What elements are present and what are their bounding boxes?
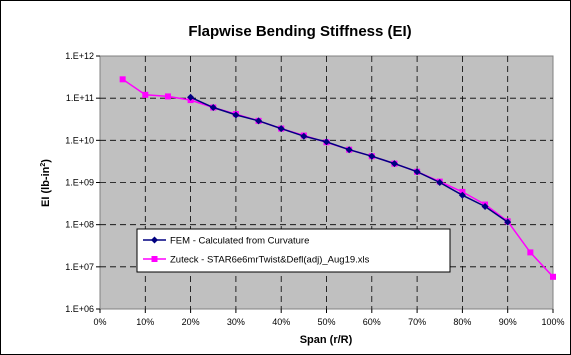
y-tick-label: 1.E+07 [65,262,94,272]
y-tick-label: 1.E+10 [65,135,94,145]
data-point-zuteck [165,93,171,99]
y-axis-label: EI (lb-in2) [40,159,52,207]
y-tick-label: 1.E+11 [66,93,94,103]
legend-marker-zuteck [152,256,158,262]
legend-label-zuteck: Zuteck - STAR6e6mrTwist&Defl(adj)_Aug19.… [170,255,370,266]
x-tick-label: 60% [363,317,381,327]
data-point-zuteck [120,76,126,82]
x-tick-label: 100% [541,317,564,327]
y-tick-label: 1.E+09 [65,178,94,188]
x-axis-label: Span (r/R) [300,334,353,346]
y-axis-ticks: 1.E+06 1.E+07 1.E+08 1.E+09 1.E+10 1.E+11 1.E+… [65,51,100,314]
x-tick-label: 50% [317,317,335,327]
y-axis-label-main: EI (lb-in [40,166,52,207]
x-tick-label: 90% [499,317,517,327]
x-tick-label: 0% [93,317,106,327]
data-point-zuteck [527,249,533,255]
y-tick-label: 1.E+12 [65,51,94,61]
data-point-zuteck [142,92,148,98]
x-tick-label: 70% [408,317,426,327]
y-tick-label: 1.E+08 [65,220,94,230]
x-tick-label: 10% [136,317,154,327]
x-tick-label: 20% [182,317,200,327]
y-tick-label: 1.E+06 [65,304,94,314]
legend: FEM - Calculated from Curvature Zuteck -… [137,229,450,272]
x-axis-ticks: 0% 10% 20% 30% 40% 50% 60% 70% 80% 90% 100% [93,309,564,327]
x-tick-label: 40% [272,317,290,327]
data-point-zuteck [550,274,556,280]
x-tick-label: 30% [227,317,245,327]
x-tick-label: 80% [453,317,471,327]
y-axis-label-end: ) [40,159,52,163]
chart-title: Flapwise Bending Stiffness (EI) [188,23,411,40]
legend-label-fem: FEM - Calculated from Curvature [170,236,309,247]
